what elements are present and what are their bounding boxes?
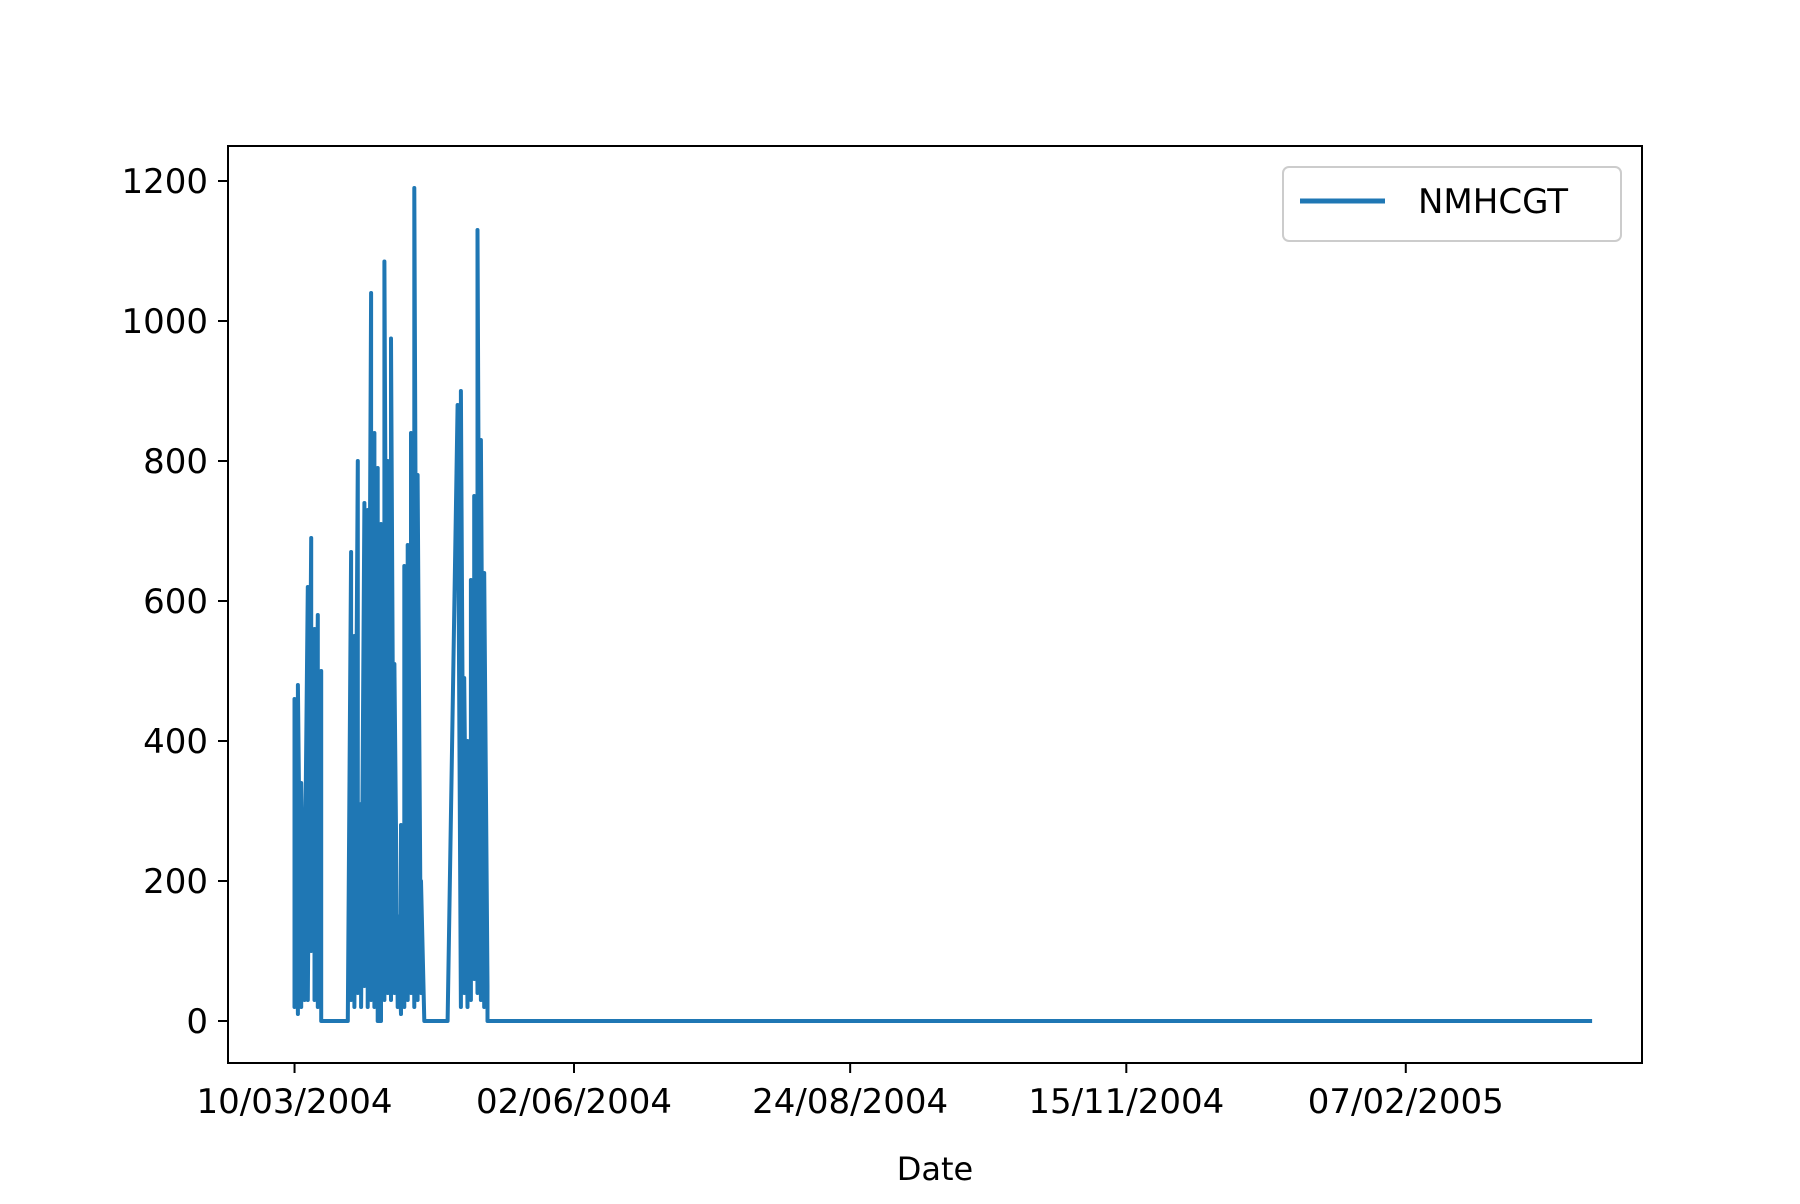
legend[interactable]: NMHCGT: [1282, 166, 1622, 242]
legend-frame: [1282, 166, 1622, 242]
series-line-NMHCGT: [292, 186, 1593, 1023]
y-tick-label: 400: [143, 722, 208, 762]
x-tick-label: 15/11/2004: [1028, 1082, 1224, 1122]
x-axis: 10/03/2004 02/06/2004 24/08/2004 15/11/2004…: [197, 1063, 1504, 1122]
x-tick-label: 24/08/2004: [752, 1082, 948, 1122]
y-tick-label: 600: [143, 582, 208, 622]
y-tick-label: 0: [186, 1002, 208, 1042]
y-tick-label: 800: [143, 442, 208, 482]
legend-series-label: NMHCGT: [1418, 182, 1568, 222]
y-tick-label: 200: [143, 862, 208, 902]
plot-area: [292, 186, 1593, 1023]
x-tick-label: 10/03/2004: [197, 1082, 393, 1122]
y-axis: 0 200 400 600 800 1000 1200: [121, 162, 228, 1042]
x-axis-label: Date: [897, 1150, 973, 1188]
plot-frame: [227, 145, 1643, 1064]
y-tick-label: 1200: [121, 162, 208, 202]
y-tick-label: 1000: [121, 302, 208, 342]
x-tick-label: 02/06/2004: [476, 1082, 672, 1122]
x-tick-label: 07/02/2005: [1308, 1082, 1504, 1122]
